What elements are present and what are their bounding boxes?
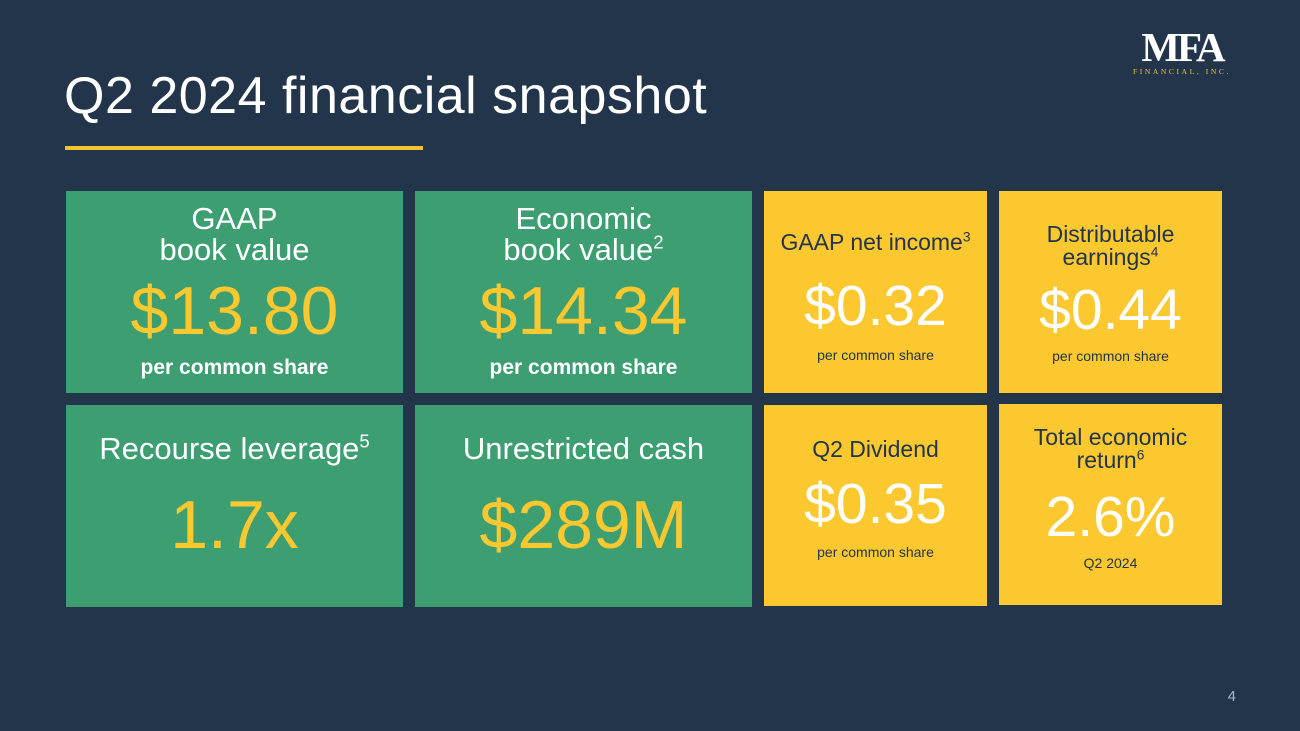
title-underline: [65, 146, 423, 150]
footnote-marker: 3: [962, 229, 971, 245]
card-gaap-net-income: GAAP net income3 $0.32 per common share: [764, 191, 987, 393]
slide-title: Q2 2024 financial snapshot: [64, 67, 708, 125]
card-value: 2.6%: [1045, 485, 1176, 549]
footnote-marker: 5: [359, 430, 370, 452]
mfa-logo: MFA FINANCIAL, INC.: [1126, 26, 1238, 76]
card-label: Economic book value2: [503, 201, 664, 267]
card-subtext: per common share: [817, 347, 934, 363]
card-economic-book-value: Economic book value2 $14.34 per common s…: [415, 191, 752, 393]
footnote-marker: 2: [653, 231, 664, 253]
footnote-marker: 4: [1150, 244, 1159, 260]
card-subtext: per common share: [817, 544, 934, 560]
card-recourse-leverage: Recourse leverage5 1.7x: [66, 405, 403, 607]
card-value: $289M: [479, 487, 688, 563]
card-label: Q2 Dividend: [812, 436, 939, 462]
card-value: $13.80: [130, 273, 339, 349]
footnote-marker: 6: [1136, 447, 1145, 463]
card-label: Total economic return6: [1033, 424, 1188, 473]
card-label: GAAP net income3: [780, 229, 971, 255]
card-gaap-book-value: GAAP book value $13.80 per common share: [66, 191, 403, 393]
card-unrestricted-cash: Unrestricted cash $289M: [415, 405, 752, 607]
page-number: 4: [1227, 688, 1236, 705]
card-value: 1.7x: [170, 487, 299, 563]
card-label: Unrestricted cash: [462, 431, 705, 466]
card-subtext: per common share: [1052, 348, 1169, 364]
card-value: $0.32: [804, 274, 947, 338]
card-label: Recourse leverage5: [99, 430, 370, 466]
card-value: $0.44: [1039, 278, 1182, 342]
card-subtext: Q2 2024: [1083, 555, 1138, 571]
card-value: $14.34: [479, 273, 688, 349]
card-distributable-earnings: Distributable earnings4 $0.44 per common…: [999, 191, 1222, 393]
card-q2-dividend: Q2 Dividend $0.35 per common share: [764, 405, 987, 606]
card-label: GAAP book value: [159, 201, 310, 267]
card-subtext: per common share: [140, 356, 329, 379]
card-subtext: per common share: [489, 356, 678, 379]
card-value: $0.35: [804, 472, 947, 536]
logo-mark: MFA: [1141, 24, 1225, 70]
logo-subtitle: FINANCIAL, INC.: [1133, 67, 1231, 76]
card-total-economic-return: Total economic return6 2.6% Q2 2024: [999, 404, 1222, 605]
card-label: Distributable earnings4: [1046, 221, 1175, 270]
